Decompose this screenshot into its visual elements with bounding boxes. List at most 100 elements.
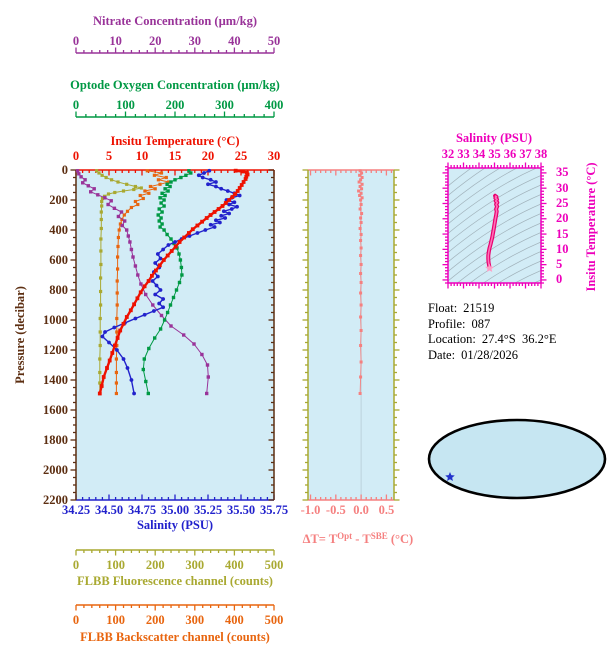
ts-temperature-tick-label: 30 bbox=[556, 180, 569, 195]
temperature-tick-label: 20 bbox=[201, 149, 215, 163]
delta-t-series bbox=[357, 169, 364, 395]
fluorescence-tick-label: 400 bbox=[225, 558, 244, 572]
oxygen-tick-label: 100 bbox=[116, 98, 135, 112]
oxygen-tick-label: 400 bbox=[264, 98, 284, 112]
temperature-tick-label: 5 bbox=[105, 149, 113, 163]
fluorescence-tick-label: 300 bbox=[185, 558, 205, 572]
ts-temperature-tick-label: 25 bbox=[556, 195, 569, 210]
temperature-tick-label: 0 bbox=[72, 149, 80, 163]
ts-profile-start-star bbox=[485, 263, 494, 273]
backscatter-tick-label: 100 bbox=[106, 613, 125, 627]
delta-t-label-prefix: ΔT= T bbox=[302, 532, 338, 546]
info-label: Location: bbox=[428, 332, 476, 346]
delta-t-tick-label: -1.0 bbox=[300, 503, 321, 517]
backscatter-tick-label: 200 bbox=[145, 613, 165, 627]
nitrate-tick-label: 0 bbox=[72, 34, 80, 48]
delta-t-axis-label: ΔT= TOpt - TSBE (°C) bbox=[291, 515, 414, 560]
ts-temperature-tick-label: 10 bbox=[556, 241, 569, 256]
temperature-tick-label: 15 bbox=[168, 149, 182, 163]
oxygen-tick-label: 300 bbox=[215, 98, 234, 112]
salinity-tick-label: 35.75 bbox=[259, 503, 289, 517]
ts-salinity-tick-label: 38 bbox=[534, 147, 548, 161]
backscatter-tick-label: 0 bbox=[72, 613, 80, 627]
oxygen-tick-label: 0 bbox=[72, 98, 80, 112]
fluorescence-tick-label: 0 bbox=[72, 558, 80, 572]
float-location-star bbox=[445, 472, 455, 482]
delta-t-label-suffix: (°C) bbox=[387, 532, 414, 546]
nitrate-tick-label: 50 bbox=[267, 34, 281, 48]
temperature-tick-label: 30 bbox=[267, 149, 281, 163]
info-label: Date: bbox=[428, 347, 456, 362]
nitrate-axis-title: Nitrate Concentration (µm/kg) bbox=[92, 14, 258, 28]
pressure-tick-label: 2200 bbox=[43, 493, 68, 507]
ts-salinity-tick-label: 32 bbox=[441, 147, 455, 161]
ts-temperature-tick-label: 20 bbox=[556, 211, 569, 226]
nitrate-tick-label: 30 bbox=[188, 34, 202, 48]
salinity-tick-label: 35.50 bbox=[226, 503, 256, 517]
ts-temperature-tick-label: 5 bbox=[556, 257, 563, 272]
temperature-axis-title: Insitu Temperature (°C) bbox=[110, 134, 240, 148]
oxygen-axis-title: Optode Oxygen Concentration (µm/kg) bbox=[70, 78, 280, 92]
ts-temperature-tick-label: 0 bbox=[556, 272, 563, 287]
ts-salinity-tick-label: 37 bbox=[519, 147, 532, 161]
info-line: Profile: 087 bbox=[428, 317, 557, 333]
pressure-tick-label: 1000 bbox=[43, 313, 68, 327]
main-plot-area bbox=[76, 170, 274, 500]
pressure-tick-label: 1200 bbox=[43, 343, 68, 357]
salinity-tick-label: 34.25 bbox=[61, 503, 91, 517]
pressure-tick-label: 1800 bbox=[43, 433, 68, 447]
pressure-tick-label: 0 bbox=[61, 163, 68, 177]
fluorescence-tick-label: 200 bbox=[145, 558, 165, 572]
salinity-tick-label: 35.25 bbox=[193, 503, 223, 517]
salinity-tick-label: 34.75 bbox=[127, 503, 157, 517]
delta-t-tick-label: 0.5 bbox=[378, 503, 395, 517]
info-line: Location: 27.4°S 36.2°E bbox=[428, 332, 557, 348]
pressure-tick-label: 1400 bbox=[43, 373, 68, 387]
nitrate-tick-label: 20 bbox=[148, 34, 162, 48]
fluorescence-tick-label: 100 bbox=[106, 558, 125, 572]
float-info: Float: 21519 Profile: 087 Location: 27.4°S 36… bbox=[428, 301, 557, 363]
ts-salinity-tick-label: 35 bbox=[488, 147, 501, 161]
backscatter-tick-label: 300 bbox=[185, 613, 205, 627]
world-map bbox=[427, 418, 607, 500]
info-line: Date: 01/28/2026 bbox=[428, 348, 557, 364]
nitrate-tick-label: 40 bbox=[228, 34, 241, 48]
pressure-tick-label: 200 bbox=[49, 193, 68, 207]
ts-temperature-tick-label: 35 bbox=[556, 165, 569, 180]
ts-salinity-axis-title: Salinity (PSU) bbox=[455, 131, 533, 145]
delta-t-label-mid: - T bbox=[352, 532, 371, 546]
oxygen-profile bbox=[141, 169, 193, 396]
backscatter-tick-label: 400 bbox=[225, 613, 244, 627]
nitrate-profile bbox=[75, 169, 210, 396]
info-value: 27.4°S 36.2°E bbox=[481, 332, 557, 346]
info-value: 01/28/2026 bbox=[461, 347, 519, 362]
delta-t-tick-label: 0.0 bbox=[353, 503, 369, 517]
ts-temperature-axis-title: Insitu Temperature (°C) bbox=[584, 162, 598, 292]
ts-isopycnal-contours bbox=[448, 168, 541, 283]
salinity-tick-label: 35.00 bbox=[160, 503, 190, 517]
pressure-axis-title: Pressure (decibar) bbox=[13, 286, 27, 384]
temperature-tick-label: 10 bbox=[135, 149, 149, 163]
fluorescence-axis-title: FLBB Fluorescence channel (counts) bbox=[77, 574, 273, 588]
info-label: Profile: bbox=[428, 316, 466, 331]
pressure-tick-label: 800 bbox=[49, 283, 68, 297]
info-value: 21519 bbox=[463, 301, 495, 315]
delta-t-plot-area bbox=[308, 170, 394, 500]
pressure-tick-label: 1600 bbox=[43, 403, 68, 417]
delta-t-label-sup-opt: Opt bbox=[337, 531, 353, 541]
temperature-profile bbox=[97, 168, 250, 396]
delta-t-label-sup-sbe: SBE bbox=[370, 531, 388, 541]
oxygen-tick-label: 200 bbox=[165, 98, 185, 112]
backscatter-axis-title: FLBB Backscatter channel (counts) bbox=[80, 630, 270, 644]
pressure-tick-label: 2000 bbox=[43, 463, 68, 477]
fluorescence-tick-label: 500 bbox=[264, 558, 284, 572]
pressure-tick-label: 600 bbox=[49, 253, 68, 267]
nitrate-tick-label: 10 bbox=[109, 34, 122, 48]
pressure-tick-label: 400 bbox=[49, 223, 68, 237]
ts-temperature-tick-label: 15 bbox=[556, 226, 569, 241]
ts-salinity-tick-label: 34 bbox=[472, 147, 486, 161]
info-value: 087 bbox=[471, 316, 491, 331]
ts-curve bbox=[485, 193, 500, 273]
temperature-tick-label: 25 bbox=[234, 149, 248, 163]
